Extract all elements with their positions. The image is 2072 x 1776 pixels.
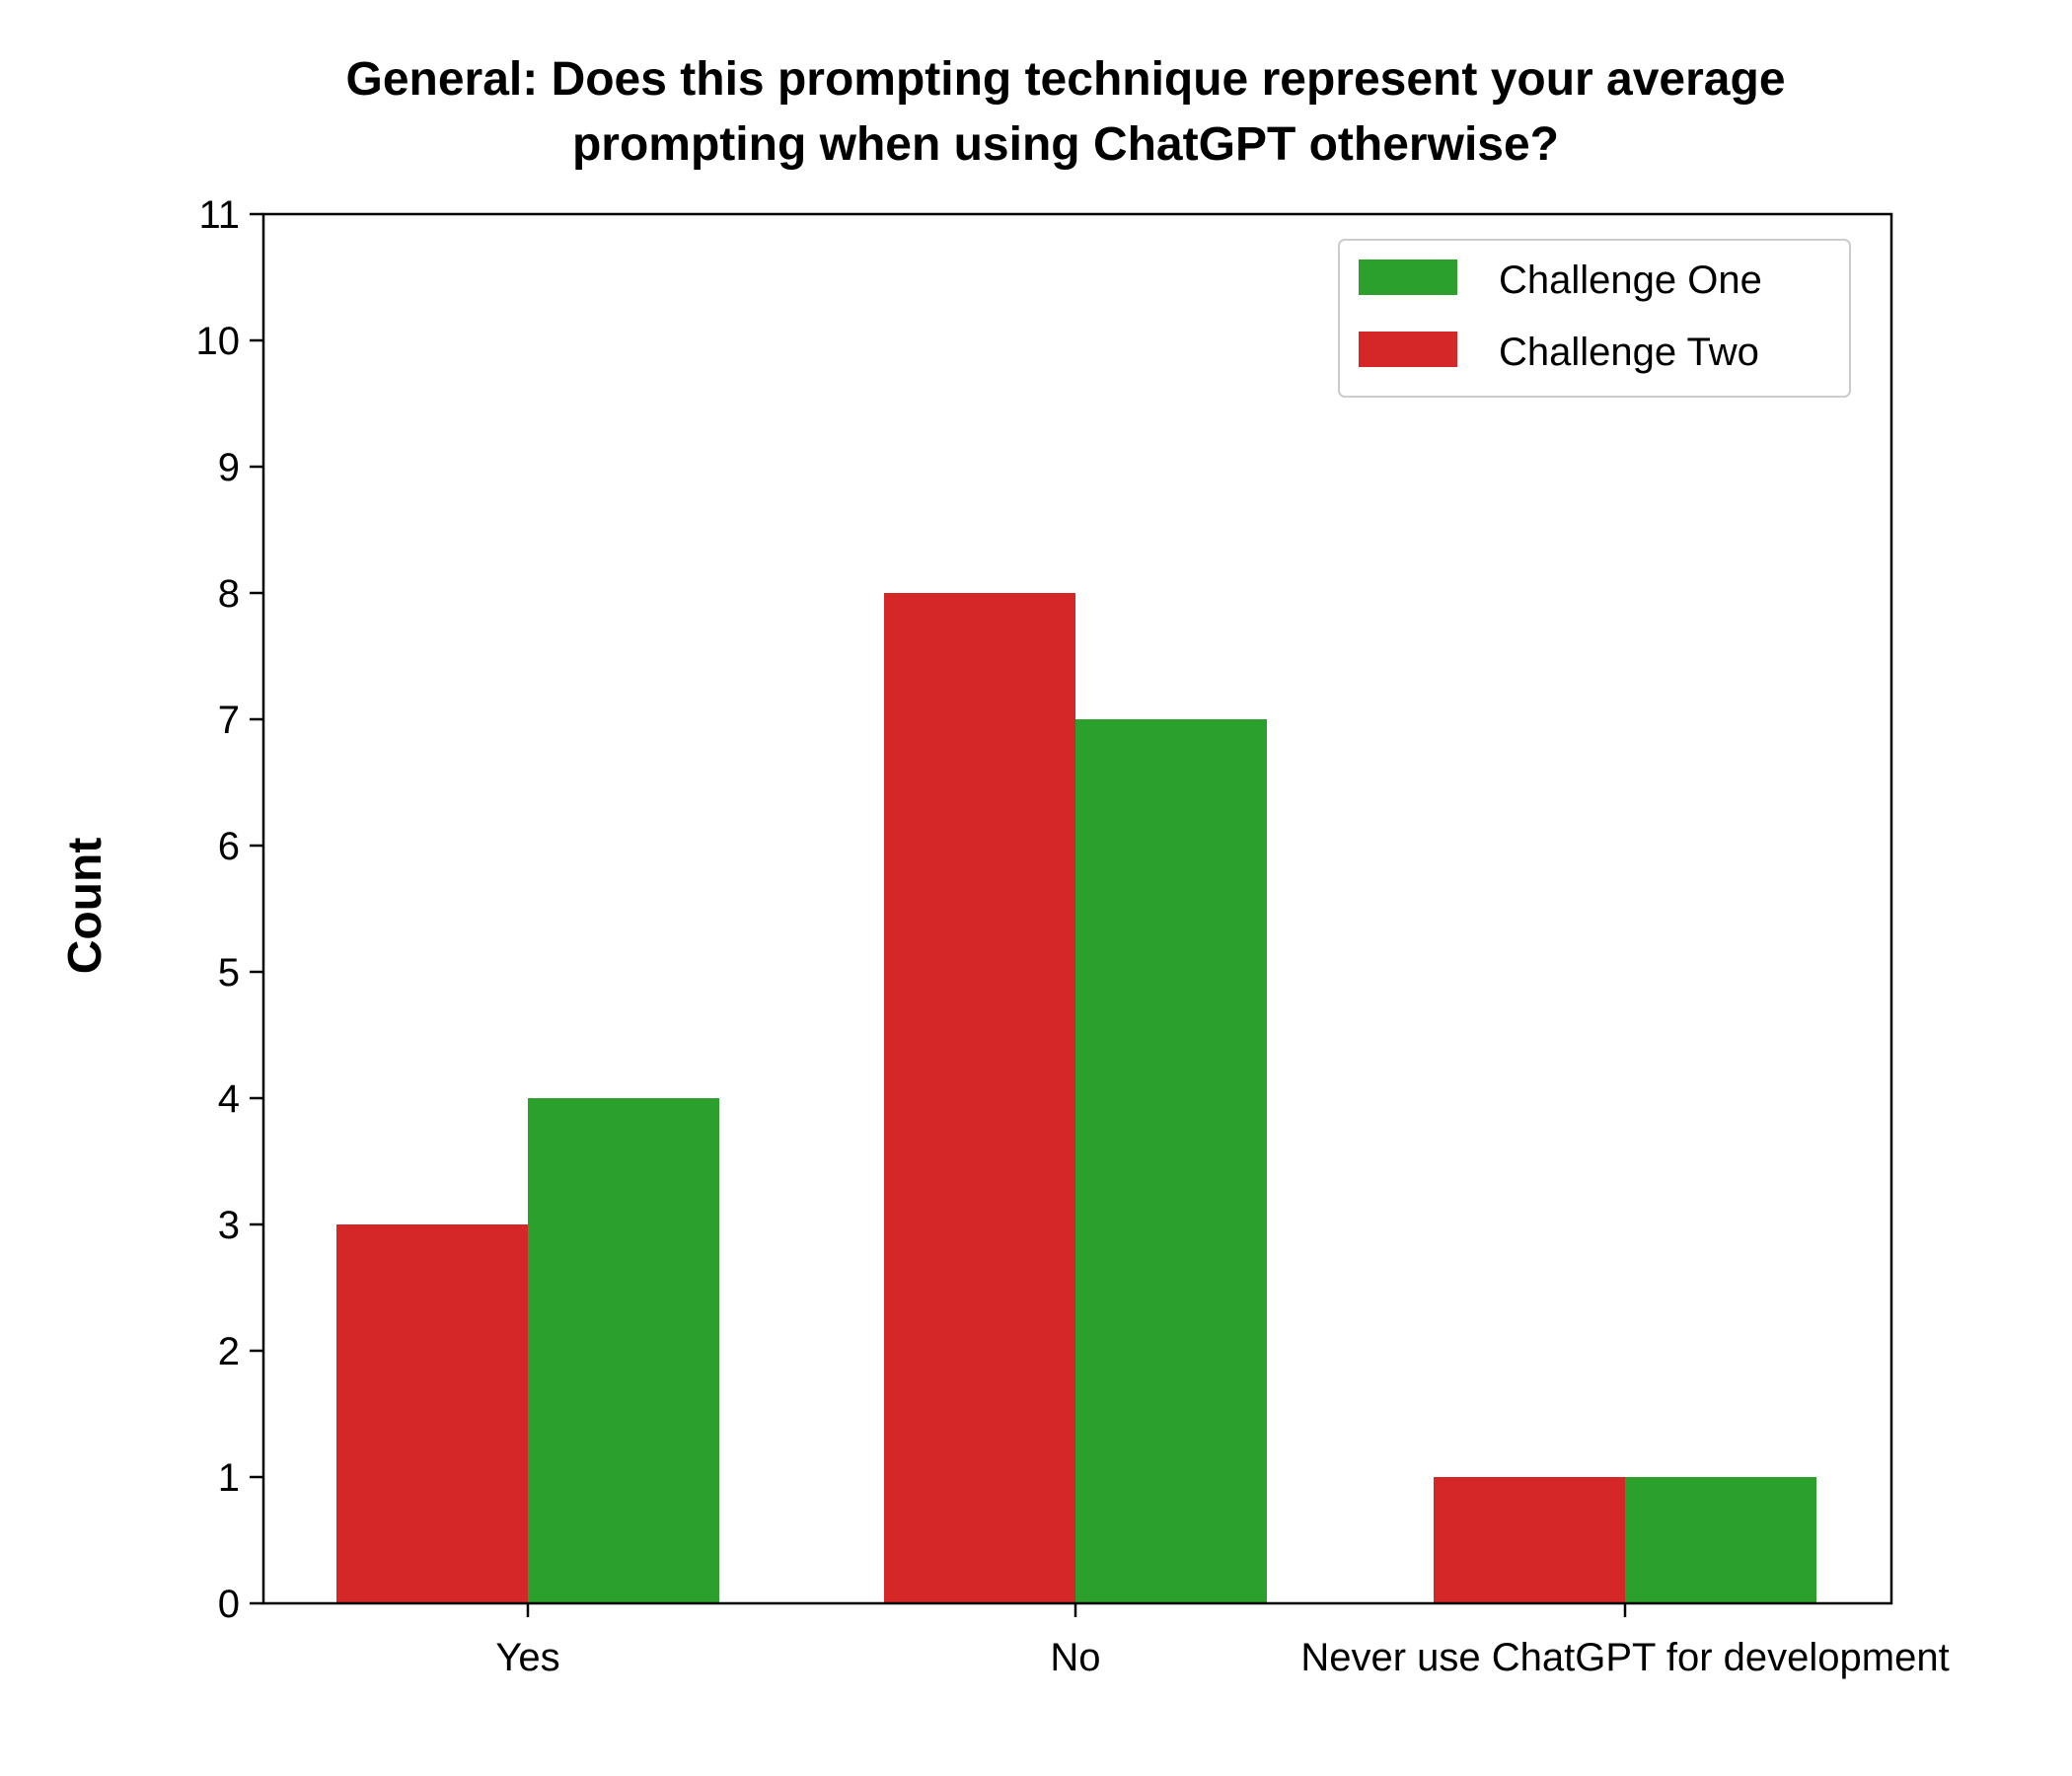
bar-challenge-two-0 <box>336 1224 528 1603</box>
y-tick-label: 4 <box>218 1077 240 1121</box>
y-tick-label: 1 <box>218 1456 240 1500</box>
y-tick-label: 6 <box>218 825 240 868</box>
bar-challenge-two-2 <box>1434 1477 1625 1603</box>
legend-label-challenge-two: Challenge Two <box>1499 331 1759 374</box>
y-tick-label: 8 <box>218 572 240 616</box>
legend: Challenge One Challenge Two <box>1338 239 1851 398</box>
y-tick-label: 3 <box>218 1204 240 1247</box>
bar-challenge-one-2 <box>1625 1477 1816 1603</box>
y-axis-ticks: 0 1 2 3 4 5 6 7 8 9 10 11 <box>196 193 263 1626</box>
bar-challenge-two-1 <box>884 593 1075 1603</box>
x-tick-label: Never use ChatGPT for development <box>1300 1636 1949 1679</box>
legend-box <box>1338 239 1851 398</box>
x-tick-label: Yes <box>495 1636 559 1679</box>
y-tick-label: 7 <box>218 699 240 742</box>
y-axis-label: Count <box>59 838 111 975</box>
y-tick-label: 0 <box>218 1583 240 1626</box>
y-tick-label: 5 <box>218 951 240 995</box>
y-tick-label: 10 <box>196 320 241 363</box>
legend-swatch-challenge-one <box>1359 259 1457 295</box>
bars-group <box>336 593 1816 1603</box>
x-tick-label: No <box>1050 1636 1100 1679</box>
legend-label-challenge-one: Challenge One <box>1499 259 1762 302</box>
y-tick-label: 11 <box>198 193 240 237</box>
plot-frame <box>261 212 1893 1605</box>
chart-title-group: General: Does this prompting technique r… <box>345 53 1785 171</box>
chart-title-line-2: prompting when using ChatGPT otherwise? <box>572 118 1559 171</box>
bar-challenge-one-1 <box>1075 719 1267 1603</box>
x-axis-ticks: Yes No Never use ChatGPT for development <box>495 1603 1950 1679</box>
y-tick-label: 2 <box>218 1330 240 1373</box>
y-tick-label: 9 <box>218 446 240 489</box>
bar-challenge-one-0 <box>528 1098 719 1603</box>
legend-swatch-challenge-two <box>1359 332 1457 367</box>
chart-title-line-1: General: Does this prompting technique r… <box>345 53 1785 106</box>
